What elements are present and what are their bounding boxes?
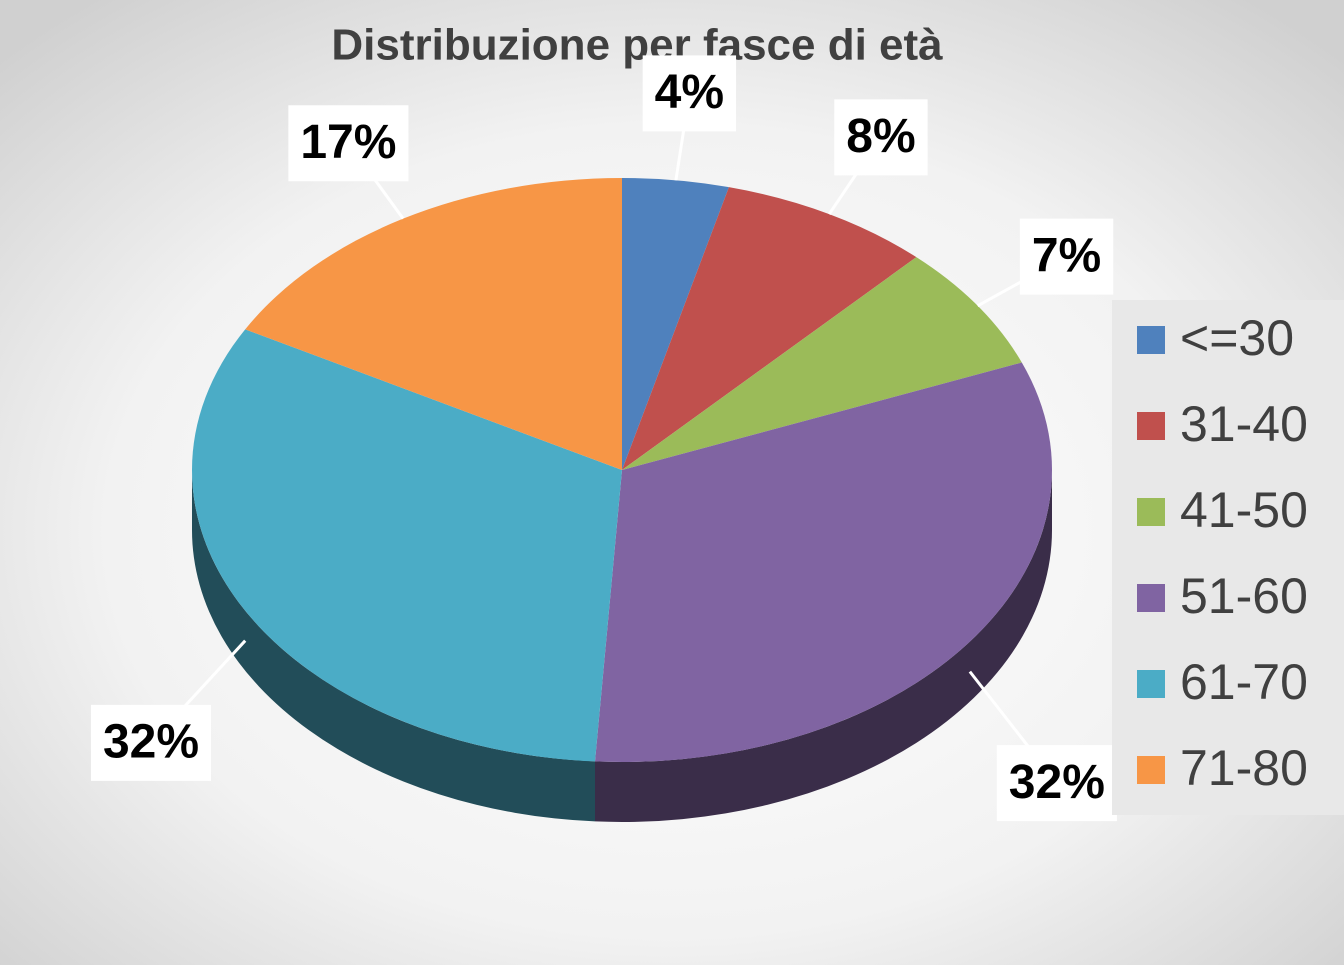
legend-label: 41-50 [1180, 482, 1308, 538]
legend-label: 31-40 [1180, 396, 1308, 452]
data-label: 8% [846, 110, 915, 163]
data-label-box [1019, 218, 1114, 295]
legend-swatch [1137, 498, 1165, 526]
legend-swatch [1137, 326, 1165, 354]
legend-swatch [1137, 584, 1165, 612]
data-label-box [288, 105, 409, 182]
pie-side [595, 470, 1052, 822]
data-label-box [642, 55, 737, 132]
pie-slice [622, 187, 917, 471]
pie-side [192, 470, 596, 822]
data-label: 32% [1009, 756, 1105, 809]
data-label: 7% [1032, 229, 1101, 282]
pie-slice [191, 329, 622, 762]
data-label-box [996, 745, 1117, 822]
data-label: 32% [103, 716, 199, 769]
chart-title: Distribuzione per fasce di età [331, 21, 943, 70]
legend-label: <=30 [1180, 310, 1294, 366]
pie-slice [595, 362, 1053, 762]
legend-swatch [1137, 756, 1165, 784]
data-label: 17% [300, 116, 396, 169]
pie-slice [622, 257, 1022, 470]
legend-label: 61-70 [1180, 654, 1308, 710]
data-label-box [834, 99, 928, 176]
legend-swatch [1137, 412, 1165, 440]
legend-box [1112, 300, 1344, 815]
legend-label: 51-60 [1180, 568, 1308, 624]
legend-swatch [1137, 670, 1165, 698]
pie-slice [622, 178, 729, 470]
data-label: 4% [655, 66, 724, 119]
pie-slice [245, 178, 623, 470]
data-label-box [90, 704, 212, 781]
legend-label: 71-80 [1180, 740, 1308, 796]
